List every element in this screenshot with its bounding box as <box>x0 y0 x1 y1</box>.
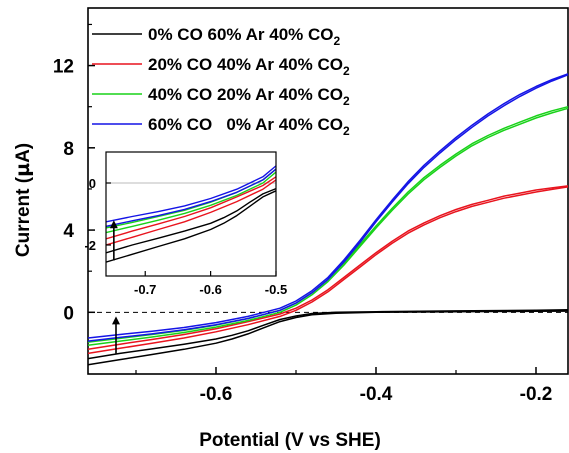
y-tick-label: 8 <box>63 139 74 160</box>
inset-y-tick-label: -2 <box>84 238 96 253</box>
inset-x-tick-label: -0.5 <box>265 282 287 297</box>
y-axis-label-part-1: Current ( <box>13 176 34 257</box>
y-axis-label-mu: µ <box>12 163 34 177</box>
inset-plot: -0.7 -0.6 -0.5 -2 0 <box>84 151 287 297</box>
series-0 <box>87 309 569 366</box>
y-tick-label: 0 <box>63 303 74 324</box>
inset-series-layer <box>106 164 276 263</box>
inset-series-0-sweep-1 <box>106 187 276 254</box>
inset-series-1-sweep-0 <box>106 178 276 246</box>
legend-label: 0% CO 60% Ar 40% CO2 <box>148 25 341 48</box>
series-3-sweep-0 <box>87 74 569 342</box>
ticks-layer: -0.6 -0.4 -0.2 0 4 8 12 <box>53 23 553 405</box>
legend-entry-0: 0% CO 60% Ar 40% CO2 <box>92 25 341 48</box>
y-tick-label: 12 <box>53 57 74 78</box>
inset-series-2-sweep-0 <box>106 171 276 234</box>
legend-label-main: 40% CO 20% Ar 40% CO <box>148 85 343 104</box>
main-arrow-head <box>112 316 120 325</box>
x-tick-label: -0.2 <box>520 384 553 405</box>
legend-label: 40% CO 20% Ar 40% CO2 <box>148 85 350 108</box>
legend-label-main: 0% CO 60% Ar 40% CO <box>148 25 334 44</box>
series-1 <box>87 185 569 355</box>
legend-label-subscript: 2 <box>343 94 350 108</box>
plot-frame <box>87 7 569 375</box>
legend-label-subscript: 2 <box>334 34 341 48</box>
x-tick-label: -0.6 <box>200 384 233 405</box>
series-1-sweep-0 <box>87 186 569 355</box>
inset-series-3-sweep-1 <box>106 164 276 223</box>
legend-entry-1: 20% CO 40% Ar 40% CO2 <box>92 55 350 78</box>
inset-series-0-sweep-0 <box>106 190 276 263</box>
arrow-layer <box>112 316 120 354</box>
inset-series-1-sweep-1 <box>106 175 276 240</box>
legend-label: 60% CO 0% Ar 40% CO2 <box>148 115 350 138</box>
y-axis-label: Current (µA) <box>12 143 34 257</box>
inset-x-tick-label: -0.7 <box>134 282 156 297</box>
series-2-sweep-0 <box>87 107 569 346</box>
inset-arrow-head <box>109 220 118 229</box>
inset-series-3-sweep-0 <box>106 168 276 228</box>
series-3-sweep-1 <box>87 73 569 339</box>
series-1-sweep-1 <box>87 185 569 351</box>
y-axis-label-part-2: A) <box>13 143 34 163</box>
legend-label: 20% CO 40% Ar 40% CO2 <box>148 55 350 78</box>
x-axis-label: Potential (V vs SHE) <box>199 430 381 451</box>
inset-x-tick-label: -0.6 <box>199 282 221 297</box>
legend-entry-3: 60% CO 0% Ar 40% CO2 <box>92 115 350 138</box>
legend-label-main: 20% CO 40% Ar 40% CO <box>148 55 343 74</box>
legend-label-subscript: 2 <box>343 124 350 138</box>
series-0-sweep-1 <box>87 309 569 360</box>
x-tick-label: -0.4 <box>360 384 393 405</box>
inset-frame <box>105 151 277 277</box>
legend-label-main: 60% CO 0% Ar 40% CO <box>148 115 343 134</box>
inset-y-tick-label: 0 <box>89 176 96 191</box>
legend-label-subscript: 2 <box>343 64 350 78</box>
series-layer <box>87 73 569 366</box>
legend-entry-2: 40% CO 20% Ar 40% CO2 <box>92 85 350 108</box>
series-3 <box>87 73 569 342</box>
y-tick-label: 4 <box>63 221 74 242</box>
